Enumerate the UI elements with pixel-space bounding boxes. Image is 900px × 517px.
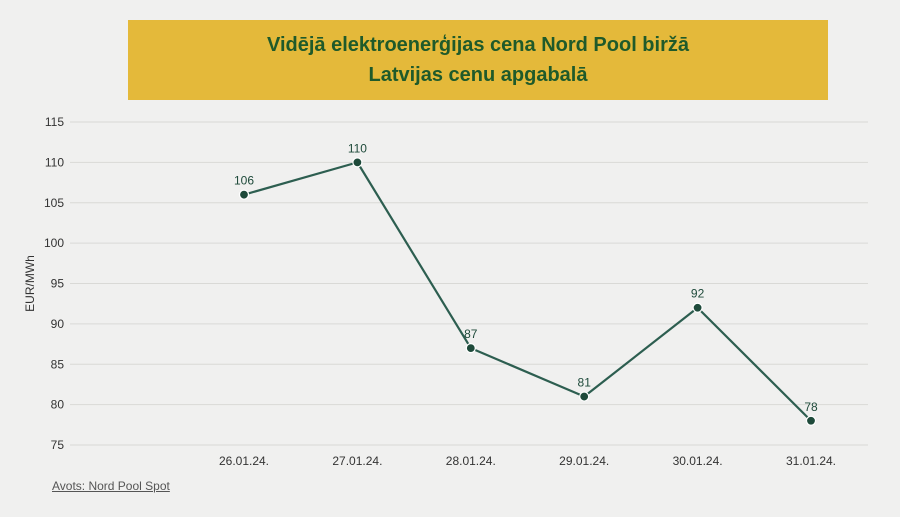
gridlines bbox=[70, 121, 868, 446]
data-point bbox=[352, 157, 363, 168]
x-tick-label: 31.01.24. bbox=[786, 454, 836, 468]
chart-title-line1: Vidējā elektroenerģijas cena Nord Pool b… bbox=[266, 34, 689, 56]
data-point bbox=[465, 343, 476, 354]
data-point bbox=[238, 189, 250, 200]
y-tick-label: 105 bbox=[44, 196, 64, 210]
x-tick-label: 28.01.24. bbox=[446, 454, 496, 468]
data-point bbox=[692, 302, 703, 313]
x-tick-label: 29.01.24. bbox=[559, 454, 609, 468]
y-tick-label: 75 bbox=[51, 438, 65, 452]
y-tick-label: 95 bbox=[51, 277, 65, 291]
x-tick-label: 30.01.24. bbox=[673, 454, 723, 468]
y-tick-label: 80 bbox=[51, 398, 65, 412]
y-tick-label: 100 bbox=[44, 236, 64, 250]
y-tick-label: 85 bbox=[51, 357, 65, 371]
data-label: 87 bbox=[464, 327, 478, 341]
y-tick-label: 90 bbox=[51, 317, 65, 331]
y-axis-label: EUR/MWh bbox=[23, 255, 37, 312]
data-label: 92 bbox=[691, 287, 705, 301]
series-line bbox=[243, 161, 812, 422]
data-label: 81 bbox=[578, 376, 592, 390]
y-tick-label: 115 bbox=[45, 115, 64, 129]
data-point bbox=[579, 391, 590, 402]
source-link[interactable]: Avots: Nord Pool Spot bbox=[52, 479, 170, 493]
x-tick-label: 26.01.24. bbox=[219, 454, 269, 468]
series-price: 106 110 87 81 92 78 bbox=[234, 141, 818, 426]
data-label: 110 bbox=[348, 141, 367, 155]
chart-title-line2: Latvijas cenu apgabalā bbox=[368, 64, 588, 86]
data-label: 106 bbox=[234, 174, 254, 188]
data-label: 78 bbox=[804, 400, 818, 414]
data-point bbox=[805, 415, 817, 426]
y-tick-label: 110 bbox=[45, 155, 64, 169]
x-tick-label: 27.01.24. bbox=[332, 454, 382, 468]
axes: 75 80 85 90 95 100 105 110 115 EUR/MWh 26.01.24. 27… bbox=[23, 115, 836, 468]
title-banner: Vidējā elektroenerģijas cena Nord Pool b… bbox=[128, 20, 828, 100]
